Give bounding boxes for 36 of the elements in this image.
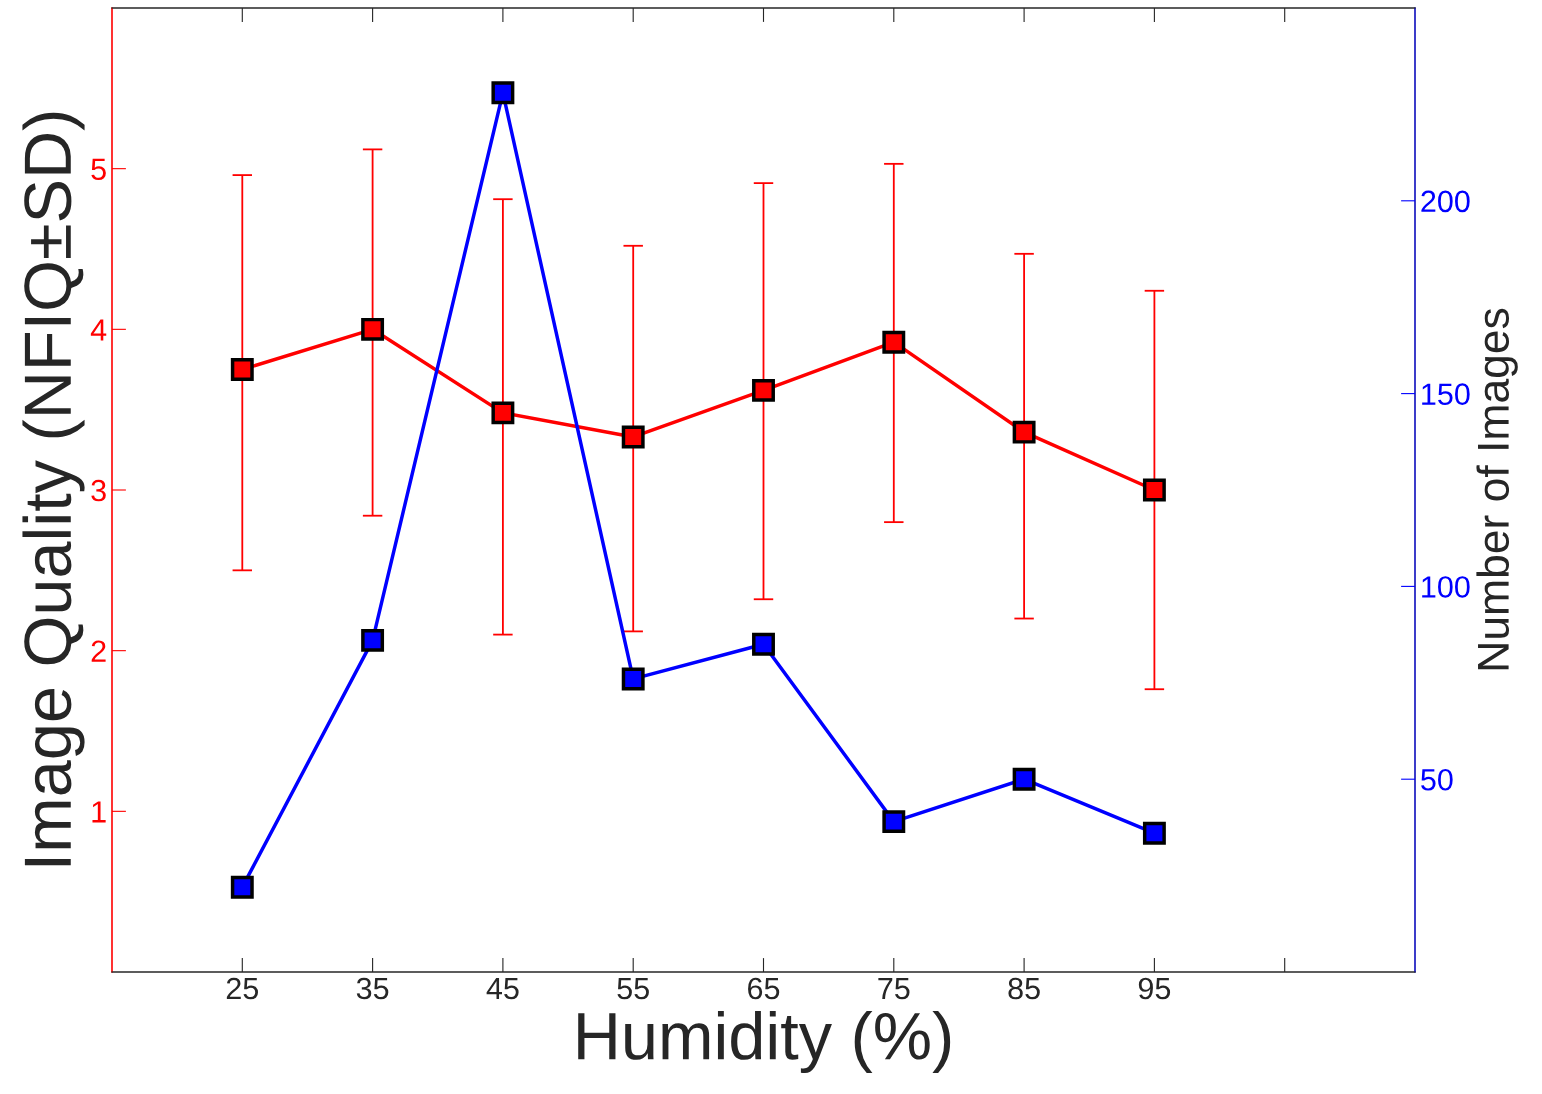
point <box>882 330 906 354</box>
point <box>491 401 515 425</box>
point <box>752 378 775 402</box>
point <box>882 810 906 834</box>
y2-tick-label: 150 <box>1422 383 1470 405</box>
x-tick-label: 25 <box>226 977 259 1000</box>
x-axis-title: Humidity (%) <box>578 1010 951 1074</box>
point <box>230 875 254 899</box>
x-tick-label: 65 <box>748 977 780 1000</box>
point <box>1012 767 1036 791</box>
point <box>1142 478 1166 502</box>
y2-axis-title: Number of Images <box>1476 308 1518 670</box>
x-tick-label: 75 <box>878 977 910 1000</box>
x-tick-label: 55 <box>617 977 649 1000</box>
y-tick-label: 4 <box>90 319 107 341</box>
x-tick-label: 95 <box>1138 977 1171 1000</box>
x-tick-label: 35 <box>356 977 389 1000</box>
point <box>621 425 645 449</box>
y2-tick-label: 200 <box>1421 190 1470 213</box>
point <box>1142 821 1166 845</box>
y2-tick-label: 50 <box>1421 768 1453 791</box>
point <box>621 667 645 691</box>
y-tick-label: 2 <box>91 640 106 662</box>
x-tick-label: 45 <box>486 977 519 1000</box>
y2-tick-label: 100 <box>1422 576 1470 598</box>
point <box>230 358 254 381</box>
point <box>361 317 385 341</box>
point <box>491 81 515 105</box>
y-tick-label: 3 <box>91 479 106 502</box>
point <box>752 632 775 656</box>
x-tick-label: 85 <box>1008 977 1040 1000</box>
y-tick-label: 5 <box>91 158 106 181</box>
y-tick-label: 1 <box>92 801 106 823</box>
y-axis-title: Image Quality (NFIQ±SD) <box>22 112 85 866</box>
point <box>1012 420 1036 444</box>
point <box>361 628 385 652</box>
